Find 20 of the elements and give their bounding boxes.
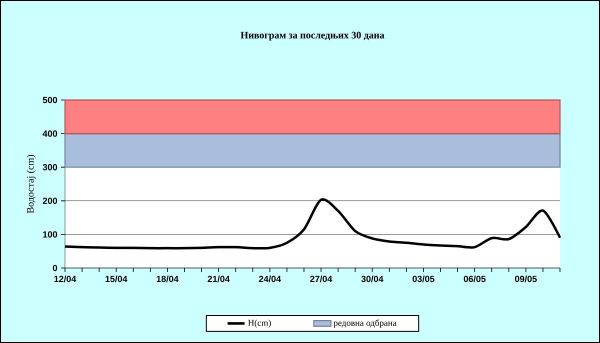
x-tick-label: 09/05 [515,276,537,282]
x-tick-label: 18/04 [156,276,179,282]
y-tick-label: 300 [42,164,58,170]
y-tick-label: 400 [42,130,58,137]
x-tick-label: 06/05 [464,276,486,282]
y-axis-title: Водостај (cm) [26,154,36,214]
x-tick-label: 15/04 [106,276,128,282]
x-tick-label: 27/04 [310,276,332,282]
legend-label: H(cm) [248,320,271,328]
x-tick-label: 21/04 [208,276,230,282]
y-tick-label: 200 [42,198,58,204]
x-tick-label: 30/04 [361,276,384,282]
y-tick-label: 100 [43,231,58,238]
x-tick-label: 03/05 [412,276,434,282]
x-tick-label: 24/04 [258,276,281,282]
legend-label: редовна одбрана [334,319,397,328]
chart-title: Нивограм за последњих 30 дана [240,32,384,41]
y-tick-label: 0 [52,264,58,272]
x-tick-label: 12/04 [54,276,76,282]
y-tick-label: 500 [42,96,58,104]
